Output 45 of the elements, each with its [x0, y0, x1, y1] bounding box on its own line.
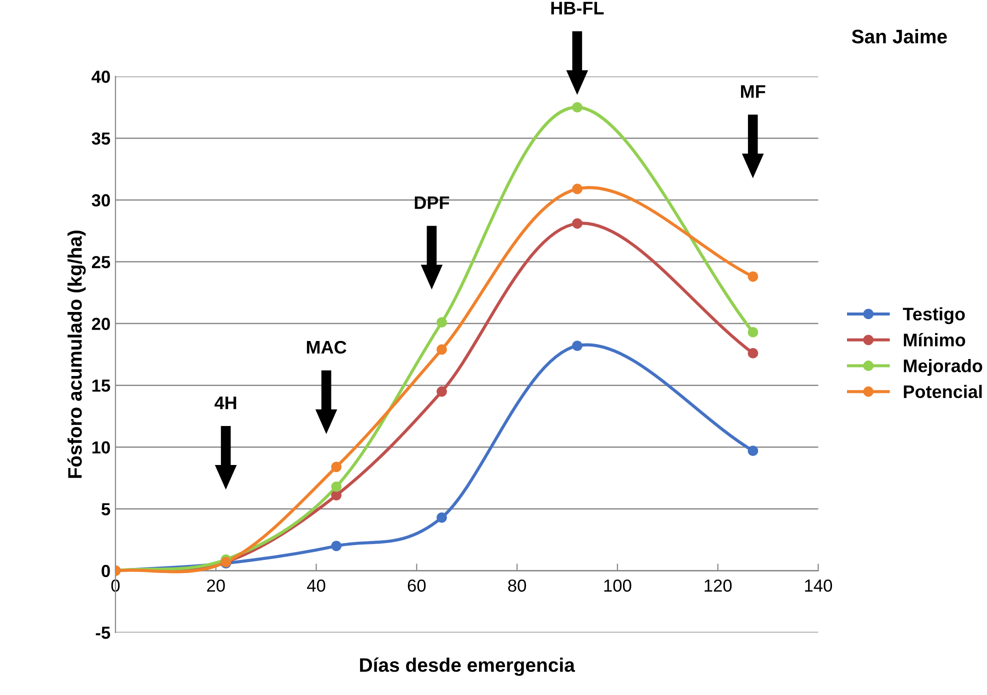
point — [436, 386, 447, 397]
point — [748, 348, 758, 358]
annotation: MAC — [306, 340, 346, 354]
y-tick-label: 15 — [92, 380, 110, 392]
annotation: DPF — [414, 196, 450, 209]
x-tick-label: 120 — [704, 579, 732, 592]
legend-label: Mínimo — [904, 332, 966, 346]
point — [331, 462, 342, 472]
x-tick-label: 100 — [604, 579, 632, 592]
x-tick-label: 80 — [508, 579, 526, 592]
point — [331, 481, 342, 492]
y-axis-title: Fósforo acumulado (kg/ha) — [67, 230, 86, 478]
point — [436, 317, 447, 328]
annotation: MF — [741, 85, 766, 98]
y-tick-label: 30 — [92, 194, 110, 206]
point — [436, 344, 447, 355]
text: HB-FL — [551, 2, 604, 14]
point — [572, 340, 582, 352]
point — [331, 490, 342, 501]
point — [572, 218, 582, 229]
point — [748, 327, 758, 338]
y-tick-label: 5 — [102, 503, 110, 516]
x-axis-title: Días desde emergencia — [360, 657, 576, 676]
y-tick-label: 25 — [92, 256, 110, 268]
point — [436, 512, 447, 523]
legend-label: Mejorado — [904, 359, 982, 376]
y-tick-label: 40 — [92, 70, 110, 83]
point — [748, 271, 758, 282]
x-tick-label: 20 — [207, 579, 225, 592]
legend-label: Testigo — [902, 307, 965, 324]
x-tick-label: 140 — [805, 579, 832, 592]
legend-label: Potencial — [904, 384, 982, 398]
point — [331, 540, 342, 552]
y-tick-label: 10 — [92, 441, 110, 454]
y-tick-label: 20 — [92, 318, 110, 330]
point — [748, 446, 758, 456]
point — [572, 102, 582, 113]
annotation: 4H — [214, 396, 236, 410]
y-tick-label: 35 — [92, 132, 110, 145]
x-tick-label: 60 — [408, 579, 426, 592]
point — [572, 184, 582, 194]
x-tick-label: 40 — [307, 579, 326, 592]
text: San Jaime — [852, 29, 947, 44]
y-tick-label: -5 — [96, 626, 110, 639]
y-tick-label: 0 — [102, 564, 110, 578]
